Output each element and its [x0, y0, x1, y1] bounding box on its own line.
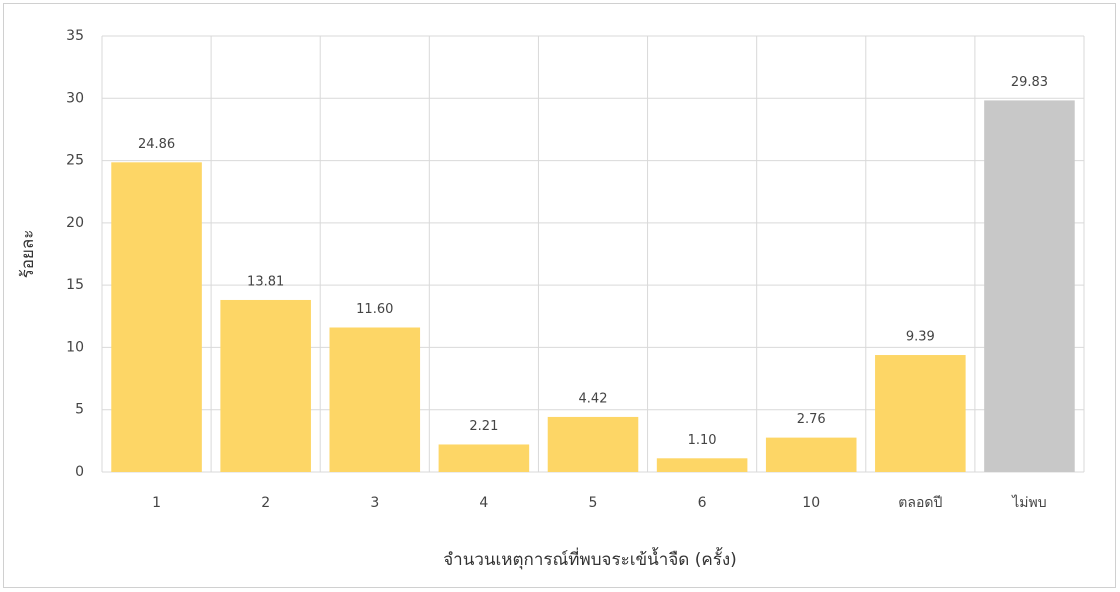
x-tick-label: 4	[479, 495, 488, 511]
value-label: 29.83	[1011, 75, 1048, 90]
bar	[111, 162, 202, 472]
y-tick-label: 25	[66, 153, 84, 169]
value-label: 4.42	[579, 391, 608, 406]
y-tick-label: 20	[66, 215, 84, 231]
x-tick-label: 3	[370, 495, 379, 511]
value-label: 13.81	[247, 274, 284, 289]
value-label: 24.86	[138, 137, 175, 152]
bar	[329, 327, 421, 472]
x-tick-label: 10	[802, 495, 820, 511]
y-tick-label: 35	[66, 28, 84, 44]
y-tick-label: 0	[75, 464, 84, 480]
y-axis-label: ร้อยละ	[18, 230, 38, 279]
value-label: 1.10	[688, 433, 717, 448]
x-tick-label: 1	[152, 495, 161, 511]
value-label: 2.21	[469, 419, 498, 434]
y-tick-label: 15	[66, 277, 84, 293]
x-tick-label: ตลอดปี	[898, 495, 942, 511]
x-tick-label: 6	[698, 495, 707, 511]
x-tick-label: 5	[589, 495, 598, 511]
x-axis-label: จำนวนเหตุการณ์ที่พบจระเข้น้ำจืด (ครั้ง)	[443, 547, 737, 570]
value-label: 11.60	[356, 302, 393, 317]
bar	[438, 444, 530, 472]
bar	[984, 100, 1075, 472]
x-tick-label: 2	[261, 495, 270, 511]
bar	[547, 416, 639, 472]
bar	[656, 458, 748, 472]
value-label: 9.39	[906, 330, 935, 345]
y-tick-label: 30	[66, 90, 84, 106]
bar	[875, 355, 966, 472]
value-label: 2.76	[797, 412, 826, 427]
y-tick-label: 5	[75, 402, 84, 418]
bar	[220, 299, 311, 472]
x-tick-label: ไม่พบ	[1011, 494, 1046, 511]
y-tick-label: 10	[66, 339, 84, 355]
bar	[765, 437, 857, 472]
